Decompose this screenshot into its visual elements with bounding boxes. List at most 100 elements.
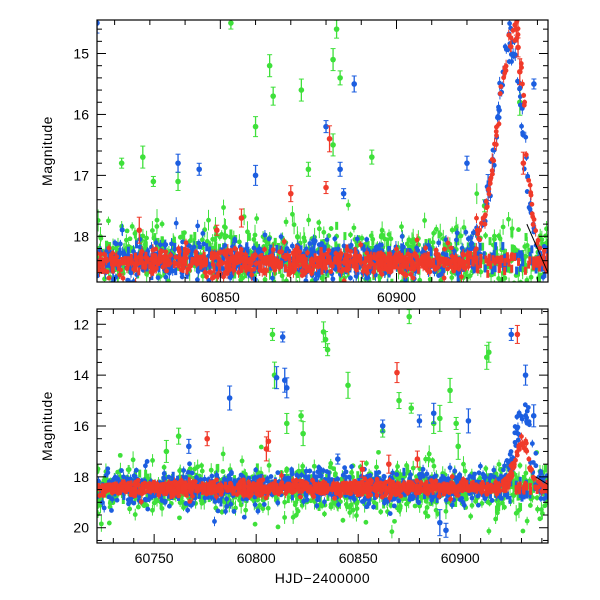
data-point [385, 263, 389, 272]
data-point [537, 245, 543, 251]
data-point [482, 251, 486, 260]
data-point [138, 257, 142, 266]
data-point [402, 255, 406, 264]
data-point [212, 265, 216, 274]
data-point [311, 260, 315, 269]
data-point [324, 259, 328, 268]
data-point [333, 256, 337, 265]
data-point [256, 284, 261, 289]
data-point [532, 256, 536, 265]
data-point [390, 278, 394, 282]
data-point [543, 269, 547, 278]
data-point [195, 223, 201, 229]
data-point [158, 244, 162, 253]
data-point [326, 269, 330, 278]
data-point [493, 257, 497, 266]
data-point [127, 236, 133, 242]
data-point [468, 246, 474, 252]
bottom-panel: 60750 60800 60850 609001214161820MagnitudeH… [39, 308, 549, 586]
data-point [344, 252, 348, 261]
data-point [534, 265, 538, 274]
data-point [539, 237, 545, 243]
data-point [381, 252, 385, 261]
data-point [150, 178, 157, 185]
data-point [322, 259, 326, 268]
data-point [266, 236, 272, 242]
data-point [453, 224, 459, 230]
data-point [354, 236, 360, 242]
data-points [97, 20, 548, 306]
data-point [545, 238, 548, 247]
data-point [128, 263, 132, 272]
data-point [469, 251, 473, 260]
data-point [355, 264, 359, 273]
data-point [152, 257, 156, 266]
data-point [278, 234, 284, 240]
data-point [335, 246, 341, 252]
data-point [117, 241, 123, 247]
data-point [195, 257, 199, 266]
data-point [139, 237, 143, 246]
data-point [180, 250, 184, 259]
data-point [378, 265, 382, 274]
data-point [97, 218, 101, 223]
data-point [506, 216, 511, 222]
data-point [437, 230, 441, 239]
data-point [357, 253, 363, 259]
data-point [232, 261, 236, 270]
data-point [258, 444, 264, 450]
data-point [279, 300, 284, 305]
data-point [455, 267, 459, 276]
data-point [97, 20, 100, 26]
data-point [517, 257, 521, 266]
data-point [177, 251, 181, 260]
data-point [297, 249, 302, 255]
data-point [133, 230, 137, 239]
data-point [459, 274, 464, 280]
data-point [258, 288, 263, 293]
data-point [305, 166, 312, 173]
data-point [397, 250, 401, 259]
data-point [449, 227, 455, 233]
data-point [260, 253, 264, 262]
data-point [164, 293, 169, 298]
data-point [426, 251, 430, 260]
data-point [321, 229, 327, 235]
data-point [270, 93, 276, 99]
data-point [448, 248, 452, 257]
data-point [474, 264, 478, 273]
data-point [228, 256, 232, 265]
data-point [228, 273, 234, 279]
data-point [482, 256, 486, 265]
data-point [368, 256, 372, 265]
data-point [521, 166, 527, 172]
data-point [545, 245, 548, 254]
data-point [493, 264, 497, 273]
data-point [537, 263, 541, 272]
data-point [386, 232, 392, 237]
data-point [279, 273, 285, 279]
data-point [228, 20, 234, 26]
data-point [181, 264, 185, 273]
data-point [293, 263, 297, 272]
data-point [351, 81, 358, 87]
data-point [157, 242, 163, 248]
data-point [153, 233, 157, 242]
data-point [262, 277, 268, 282]
data-point [159, 221, 165, 227]
data-point [232, 256, 236, 265]
data-point [284, 264, 288, 273]
data-point [202, 259, 206, 268]
data-point [232, 246, 238, 251]
data-point [301, 235, 307, 241]
data-point [518, 250, 522, 259]
data-point [330, 142, 336, 148]
data-point [251, 266, 257, 272]
data-point [328, 226, 334, 231]
data-point [520, 160, 527, 166]
data-point [511, 280, 517, 282]
data-point [260, 247, 264, 256]
data-point [323, 301, 328, 306]
data-point [225, 251, 229, 260]
data-point [204, 259, 208, 268]
